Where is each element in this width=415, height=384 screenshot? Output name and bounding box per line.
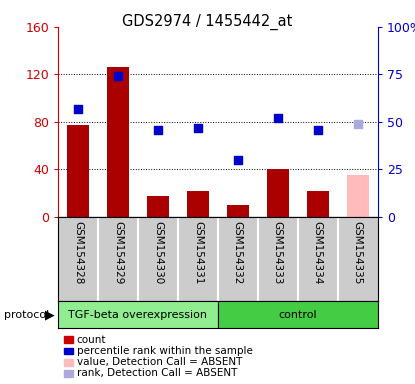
Point <box>115 73 121 79</box>
Text: ▶: ▶ <box>45 308 55 321</box>
Bar <box>218 301 378 328</box>
Text: GDS2974 / 1455442_at: GDS2974 / 1455442_at <box>122 13 293 30</box>
Text: GSM154331: GSM154331 <box>193 221 203 285</box>
Text: value, Detection Call = ABSENT: value, Detection Call = ABSENT <box>77 357 242 367</box>
Text: GSM154333: GSM154333 <box>273 221 283 285</box>
Bar <box>187 191 209 217</box>
Point <box>354 121 361 127</box>
Bar <box>347 175 369 217</box>
Bar <box>58 301 218 328</box>
Text: GSM154330: GSM154330 <box>153 221 163 285</box>
Text: GSM154328: GSM154328 <box>73 221 83 285</box>
Point <box>274 115 281 121</box>
Bar <box>107 67 129 217</box>
Point <box>234 157 241 163</box>
Text: GSM154329: GSM154329 <box>113 221 123 285</box>
Text: percentile rank within the sample: percentile rank within the sample <box>77 346 253 356</box>
Point <box>195 124 201 131</box>
Point <box>315 126 321 132</box>
Bar <box>147 195 169 217</box>
Point <box>75 106 81 112</box>
Text: TGF-beta overexpression: TGF-beta overexpression <box>68 310 208 320</box>
Text: GSM154332: GSM154332 <box>233 221 243 285</box>
Bar <box>307 191 329 217</box>
Text: rank, Detection Call = ABSENT: rank, Detection Call = ABSENT <box>77 368 237 378</box>
Text: GSM154334: GSM154334 <box>313 221 323 285</box>
Text: control: control <box>278 310 317 320</box>
Bar <box>67 126 89 217</box>
Bar <box>227 205 249 217</box>
Text: count: count <box>77 335 106 345</box>
Text: protocol: protocol <box>4 310 49 320</box>
Point <box>155 126 161 132</box>
Bar <box>267 169 289 217</box>
Text: GSM154335: GSM154335 <box>353 221 363 285</box>
